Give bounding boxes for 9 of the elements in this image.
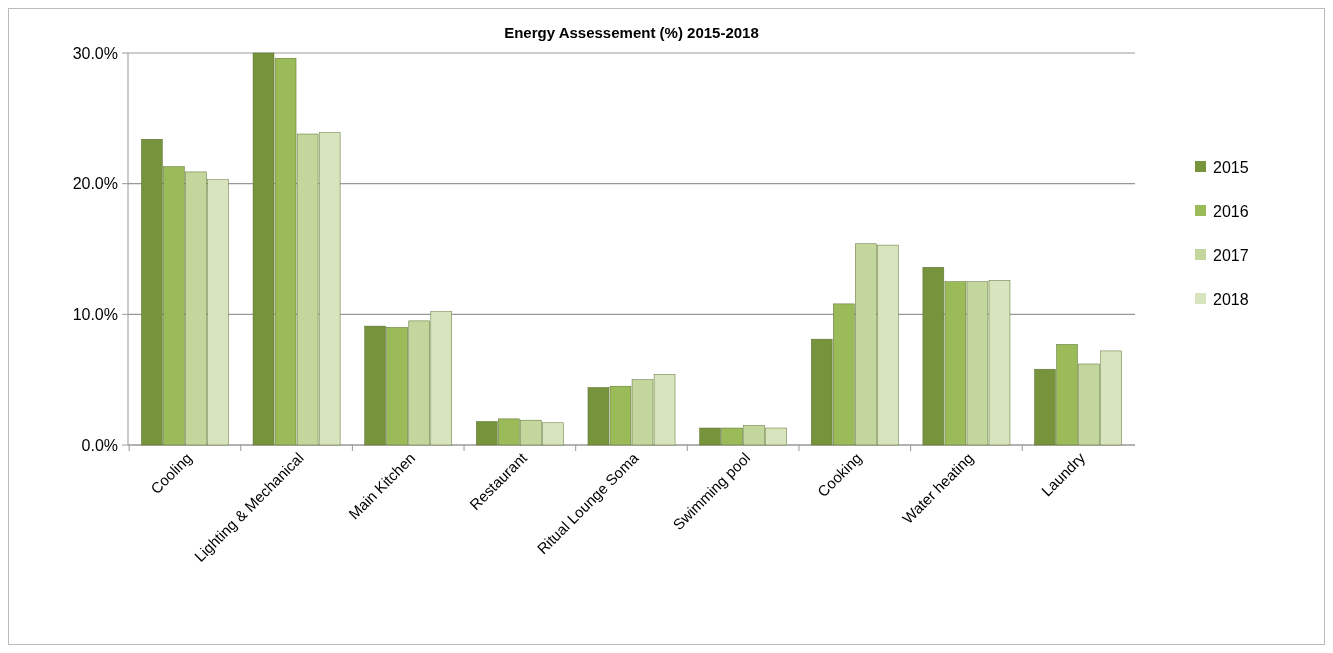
legend-label: 2015 <box>1213 158 1249 176</box>
y-tick-label: 0.0% <box>81 436 118 454</box>
y-tick-label: 30.0% <box>72 44 118 62</box>
legend-label: 2018 <box>1213 290 1249 308</box>
legend-label: 2016 <box>1213 202 1249 220</box>
legend-label: 2017 <box>1213 246 1249 264</box>
y-tick-label: 10.0% <box>72 305 118 323</box>
y-tick-label: 20.0% <box>72 175 118 193</box>
chart-title: Energy Assessement (%) 2015-2018 <box>504 24 759 41</box>
